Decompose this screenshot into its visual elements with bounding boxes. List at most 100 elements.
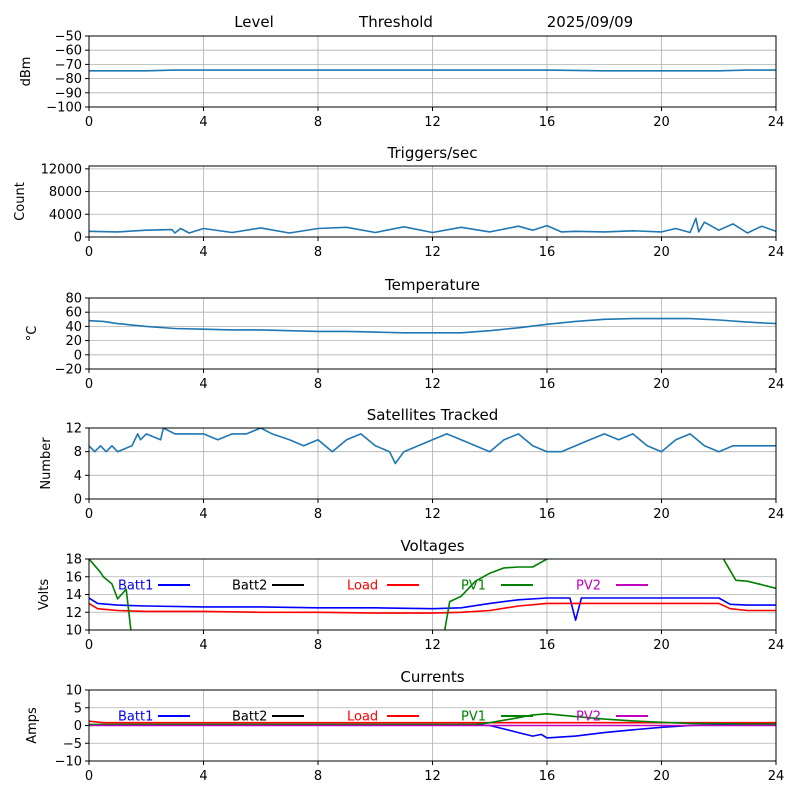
y-tick-label: 12 (65, 422, 82, 437)
x-tick-label: 8 (314, 507, 322, 522)
series-line-satellites (89, 428, 776, 465)
legend-label-pv2: PV2 (576, 579, 601, 594)
series-line-batt1 (89, 597, 776, 622)
y-tick-label: 10 (65, 624, 82, 639)
series-line-load (89, 602, 776, 614)
x-tick-label: 8 (314, 115, 322, 130)
y-tick-label: 40 (65, 320, 82, 335)
legend-label-batt2: Batt2 (232, 579, 267, 594)
chart-panel-triggers: 0 4 8 12 16 20 24 0 4000 8000 12000 Triggers/sec Cou… (13, 144, 784, 260)
legend-label-load: Load (347, 579, 378, 594)
series-line-level (89, 69, 776, 72)
legend-label-pv2: PV2 (576, 710, 601, 725)
y-tick-label: 10 (65, 684, 82, 699)
x-tick-label: 0 (85, 377, 93, 392)
y-tick-label: 60 (65, 306, 82, 321)
x-tick-label: 24 (768, 638, 785, 653)
series-line-pv1 (89, 559, 776, 630)
legend-label-pv1: PV1 (461, 710, 486, 725)
chart-title: Triggers/sec (387, 144, 478, 162)
x-tick-label: 0 (85, 115, 93, 130)
x-tick-label: 4 (199, 245, 207, 260)
series-line-triggers (89, 217, 776, 234)
x-tick-label: 20 (653, 769, 670, 784)
x-tick-label: 0 (85, 507, 93, 522)
x-tick-label: 24 (768, 115, 785, 130)
x-tick-label: 16 (539, 769, 556, 784)
y-tick-label: 18 (65, 553, 82, 568)
x-tick-label: 20 (653, 507, 670, 522)
y-axis-label: Volts (37, 579, 52, 611)
y-tick-label: 20 (65, 334, 82, 349)
chart-title: Temperature (384, 276, 480, 294)
y-tick-label: 80 (65, 292, 82, 307)
x-tick-label: 0 (85, 638, 93, 653)
y-tick-label: −20 (55, 363, 82, 378)
chart-panel-voltages: 0 4 8 12 16 20 24 10 12 14 16 18 Voltages Volts Batt1 B… (37, 537, 785, 653)
y-tick-label: 0 (74, 231, 82, 246)
x-tick-label: 4 (199, 507, 207, 522)
x-tick-label: 4 (199, 377, 207, 392)
y-tick-label: −80 (55, 72, 82, 87)
y-axis-label: Amps (25, 707, 40, 744)
legend-label-pv1: PV1 (461, 579, 486, 594)
legend-label-load: Load (347, 710, 378, 725)
x-tick-label: 20 (653, 377, 670, 392)
chart-panel-level: 0 4 8 12 16 20 24 −100−90−80−70−60−50 dBm (19, 30, 784, 131)
x-tick-label: 16 (539, 245, 556, 260)
x-tick-label: 12 (424, 245, 441, 260)
x-tick-label: 16 (539, 507, 556, 522)
y-tick-label: 0 (74, 719, 82, 734)
y-tick-label: 12 (65, 606, 82, 621)
header-level-label: Level (234, 13, 274, 31)
x-tick-label: 20 (653, 115, 670, 130)
x-tick-label: 24 (768, 769, 785, 784)
y-axis-label: Count (13, 182, 28, 221)
x-tick-label: 8 (314, 245, 322, 260)
x-tick-label: 12 (424, 115, 441, 130)
legend-label-batt1: Batt1 (118, 579, 153, 594)
x-tick-label: 0 (85, 245, 93, 260)
x-tick-label: 12 (424, 769, 441, 784)
chart-panel-satellites: 0 4 8 12 16 20 24 0 4 8 12 Satellites Tracked Number (39, 406, 784, 522)
y-tick-label: −5 (63, 737, 82, 752)
legend-label-batt1: Batt1 (118, 710, 153, 725)
y-tick-label: −100 (46, 101, 82, 116)
x-tick-label: 20 (653, 245, 670, 260)
y-tick-label: 5 (74, 701, 82, 716)
chart-title: Currents (400, 668, 464, 686)
y-tick-label: −10 (55, 755, 82, 770)
y-tick-label: 4000 (49, 208, 82, 223)
y-axis-label: °C (25, 326, 40, 342)
chart-panel-currents: 0 4 8 12 16 20 24 −10 −5 0 5 10 Currents Amps Batt1 Bat… (25, 668, 784, 784)
y-tick-label: 16 (65, 570, 82, 585)
y-tick-label: 0 (74, 348, 82, 363)
x-tick-label: 4 (199, 638, 207, 653)
x-tick-label: 0 (85, 769, 93, 784)
x-tick-label: 8 (314, 638, 322, 653)
x-tick-label: 20 (653, 638, 670, 653)
y-tick-label: 8 (74, 445, 82, 460)
y-tick-label: −70 (55, 58, 82, 73)
legend-label-batt2: Batt2 (232, 710, 267, 725)
y-tick-label: −90 (55, 86, 82, 101)
x-tick-label: 24 (768, 245, 785, 260)
header-date-label: 2025/09/09 (547, 13, 633, 31)
x-tick-label: 24 (768, 377, 785, 392)
chart-title: Voltages (400, 537, 464, 555)
y-axis-label: dBm (19, 57, 34, 87)
x-tick-label: 12 (424, 638, 441, 653)
y-tick-label: 14 (65, 588, 82, 603)
x-tick-label: 16 (539, 115, 556, 130)
chart-title: Satellites Tracked (367, 406, 498, 424)
x-tick-label: 4 (199, 769, 207, 784)
x-tick-label: 16 (539, 638, 556, 653)
x-tick-label: 12 (424, 377, 441, 392)
y-tick-label: 4 (74, 469, 82, 484)
series-line-pv1 (89, 712, 776, 726)
series-line-load (89, 720, 776, 724)
y-tick-label: 8000 (49, 185, 82, 200)
series-line-temperature (89, 317, 776, 334)
